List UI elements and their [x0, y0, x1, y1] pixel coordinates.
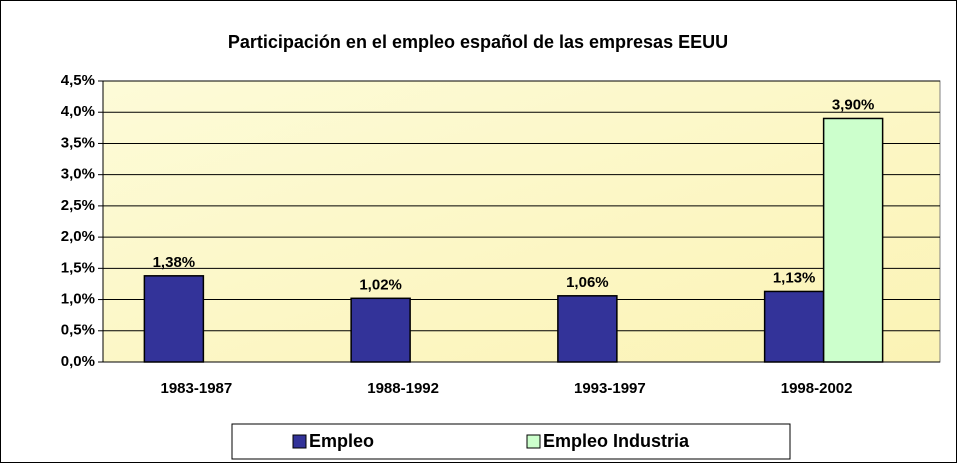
x-tick-label: 1993-1997	[574, 380, 646, 397]
y-tick-label: 0,5%	[61, 322, 95, 339]
data-label: 3,90%	[832, 96, 875, 113]
y-tick-label: 2,5%	[61, 197, 95, 214]
y-tick-label: 2,0%	[61, 228, 95, 245]
x-tick-label: 1988-1992	[367, 380, 439, 397]
legend-swatch	[292, 434, 307, 449]
legend	[231, 423, 791, 460]
legend-label: Empleo	[309, 431, 374, 451]
y-tick-label: 3,5%	[61, 134, 95, 151]
bar	[822, 117, 884, 363]
y-tick-label: 0,0%	[61, 353, 95, 370]
y-tick-label: 1,5%	[61, 259, 95, 276]
y-tick-label: 4,5%	[61, 72, 95, 89]
x-tick-label: 1983-1987	[161, 380, 233, 397]
bar	[350, 297, 411, 363]
data-label: 1,02%	[359, 276, 402, 293]
bar	[143, 275, 205, 363]
data-label: 1,06%	[566, 274, 609, 291]
y-tick-label: 1,0%	[61, 291, 95, 308]
bar	[557, 295, 618, 363]
y-tick-label: 3,0%	[61, 166, 95, 183]
data-label: 1,13%	[773, 269, 816, 286]
data-label: 1,38%	[153, 254, 196, 271]
bar	[763, 290, 825, 363]
legend-label: Empleo Industria	[543, 431, 690, 451]
x-tick-label: 1998-2002	[781, 380, 853, 397]
y-tick-label: 4,0%	[61, 103, 95, 120]
legend-swatch	[526, 434, 541, 449]
chart-title: Participación en el empleo español de la…	[228, 32, 728, 52]
